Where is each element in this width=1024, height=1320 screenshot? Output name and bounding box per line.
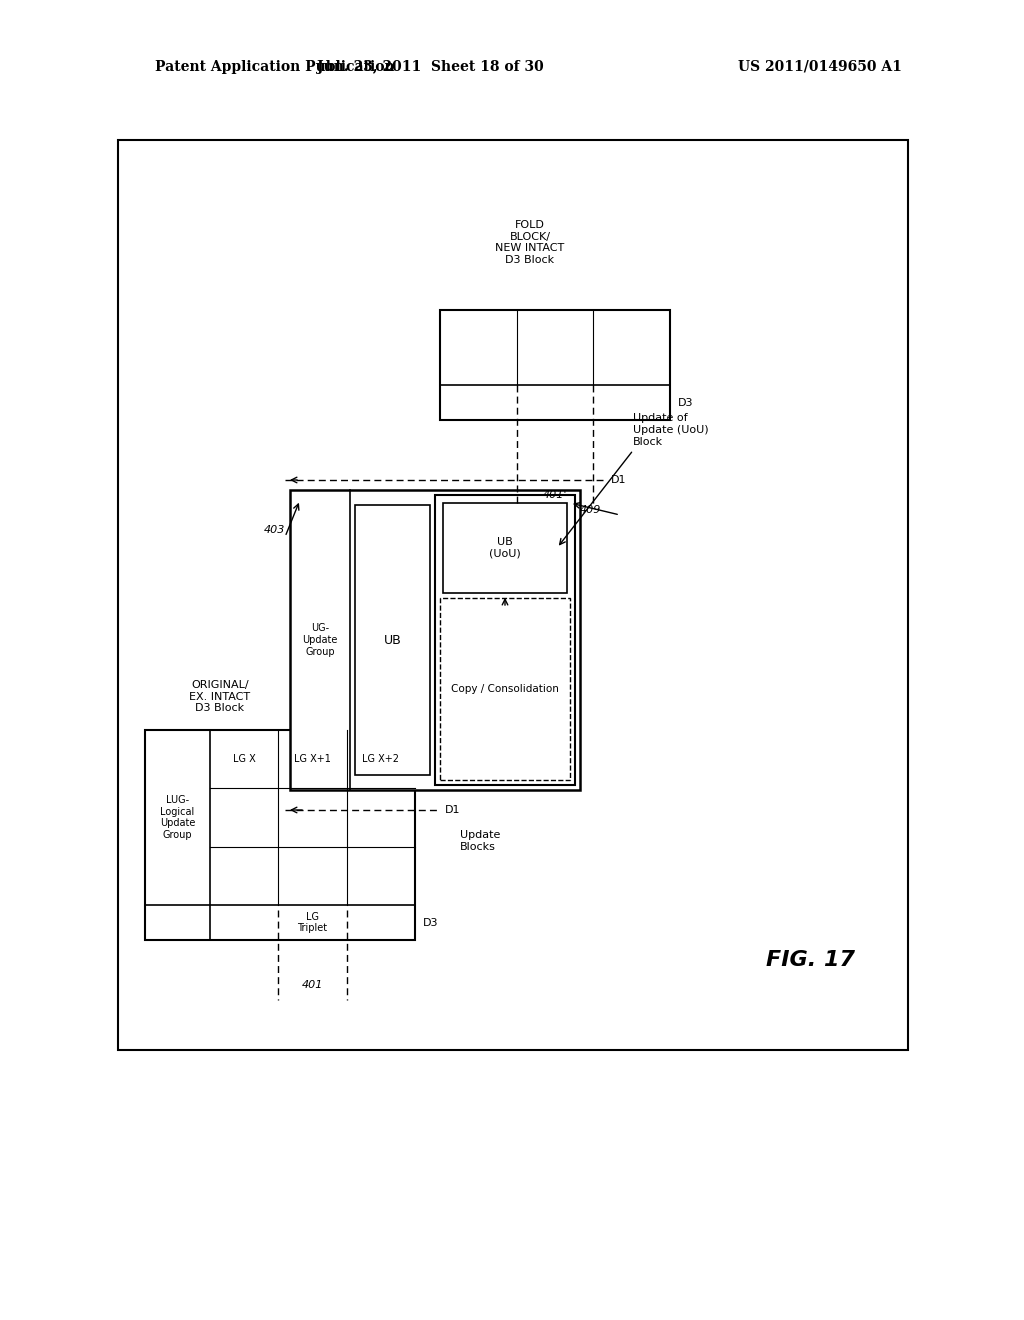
Text: D3: D3 (423, 917, 438, 928)
Bar (355, 506, 430, 775)
Bar (440, 310, 670, 420)
Bar (435, 495, 575, 785)
Text: D1: D1 (611, 475, 627, 484)
Text: 403: 403 (263, 525, 285, 535)
Text: Jun. 23, 2011  Sheet 18 of 30: Jun. 23, 2011 Sheet 18 of 30 (316, 59, 544, 74)
Text: US 2011/0149650 A1: US 2011/0149650 A1 (738, 59, 902, 74)
Text: Copy / Consolidation: Copy / Consolidation (451, 684, 559, 694)
Text: FIG. 17: FIG. 17 (766, 950, 854, 970)
Bar (440, 598, 570, 780)
Bar (118, 140, 908, 1049)
Text: UB
(UoU): UB (UoU) (489, 537, 521, 558)
Text: UB: UB (384, 634, 401, 647)
Text: UG-
Update
Group: UG- Update Group (302, 623, 338, 656)
Bar (443, 503, 567, 593)
Bar (290, 490, 580, 789)
Text: LG X+2: LG X+2 (362, 754, 399, 764)
Text: Update of
Update (UoU)
Block: Update of Update (UoU) Block (633, 413, 709, 446)
Text: ORIGINAL/
EX. INTACT
D3 Block: ORIGINAL/ EX. INTACT D3 Block (189, 680, 251, 713)
Bar (145, 730, 415, 940)
Text: D1: D1 (445, 805, 461, 814)
Text: 401': 401' (543, 490, 567, 500)
Text: Patent Application Publication: Patent Application Publication (155, 59, 394, 74)
Text: 409: 409 (580, 506, 601, 515)
Text: LG
Triplet: LG Triplet (297, 912, 328, 933)
Text: LG X+1: LG X+1 (294, 754, 331, 764)
Text: Update
Blocks: Update Blocks (460, 830, 501, 851)
Text: LUG-
Logical
Update
Group: LUG- Logical Update Group (160, 795, 196, 840)
Text: LG X: LG X (232, 754, 256, 764)
Text: 401: 401 (302, 979, 324, 990)
Text: FOLD
BLOCK/
NEW INTACT
D3 Block: FOLD BLOCK/ NEW INTACT D3 Block (496, 220, 564, 265)
Text: D3: D3 (678, 397, 693, 408)
